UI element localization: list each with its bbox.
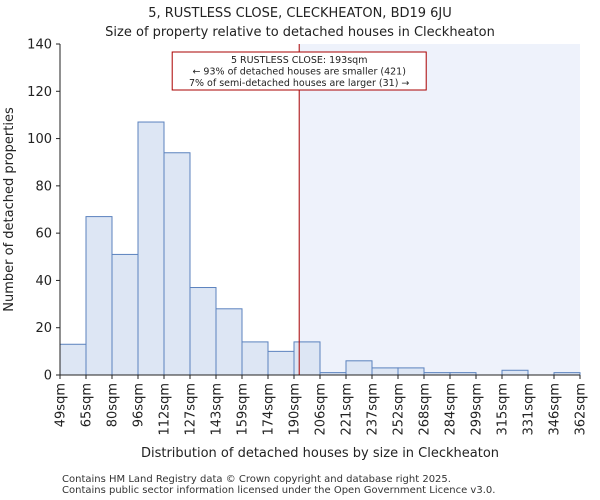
x-tick-label: 127sqm (184, 383, 199, 436)
bar-315sqm (501, 369, 529, 376)
y-tick-label: 0 (44, 369, 52, 384)
x-tick-label: 237sqm (366, 383, 381, 436)
annotation-line-2: ← 93% of detached houses are smaller (42… (192, 67, 405, 78)
x-tick-label: 268sqm (418, 383, 433, 436)
x-tick-label: 331sqm (522, 383, 537, 436)
chart-subtitle: Size of property relative to detached ho… (105, 25, 495, 40)
y-tick-label: 60 (35, 227, 52, 242)
y-axis-ticks: 0 20 40 60 80 100 120 140 (27, 38, 60, 384)
y-axis-title: Number of detached properties (2, 107, 17, 312)
x-tick-label: 112sqm (158, 383, 173, 436)
annotation-line-1: 5 RUSTLESS CLOSE: 193sqm (231, 55, 368, 66)
bar-143sqm (215, 308, 243, 376)
x-tick-label: 299sqm (470, 383, 485, 436)
annotation-line-3: 7% of semi-detached houses are larger (3… (189, 78, 409, 89)
x-tick-label: 206sqm (314, 383, 329, 436)
bars-group (59, 121, 581, 376)
bar-237sqm (371, 367, 399, 376)
x-tick-label: 346sqm (548, 383, 563, 436)
y-tick-label: 100 (27, 132, 52, 147)
x-tick-label: 49sqm (54, 383, 69, 427)
marker-annotation: 5 RUSTLESS CLOSE: 193sqm ← 93% of detach… (171, 51, 427, 91)
x-tick-label: 190sqm (288, 383, 303, 436)
x-tick-label: 284sqm (444, 383, 459, 436)
bar-174sqm (267, 350, 295, 376)
x-tick-label: 143sqm (210, 383, 225, 436)
x-tick-label: 315sqm (496, 383, 511, 436)
x-axis-ticks: 49sqm 65sqm 80sqm 96sqm 112sqm 127sqm 143sqm 15… (54, 375, 589, 436)
x-tick-label: 252sqm (392, 383, 407, 436)
chart-title: 5, RUSTLESS CLOSE, CLECKHEATON, BD19 6JU (148, 6, 452, 21)
bar-112sqm (163, 152, 191, 376)
x-tick-label: 362sqm (574, 383, 589, 436)
bar-127sqm (189, 287, 217, 376)
x-tick-label: 221sqm (340, 383, 355, 436)
bar-159sqm (241, 341, 269, 376)
bar-96sqm (137, 121, 165, 376)
x-tick-label: 65sqm (80, 383, 95, 427)
x-axis-title: Distribution of detached houses by size … (141, 446, 499, 461)
chart-title-block: 5, RUSTLESS CLOSE, CLECKHEATON, BD19 6JU… (0, 4, 600, 42)
x-tick-label: 80sqm (106, 383, 121, 427)
bar-190sqm (293, 341, 321, 376)
y-tick-label: 40 (35, 274, 52, 289)
larger-than-property-region (299, 44, 580, 375)
bar-65sqm (85, 216, 113, 376)
footer-line-2: Contains public sector information licen… (62, 485, 496, 496)
footer-credits: Contains HM Land Registry data © Crown c… (62, 474, 495, 496)
annotation-box (171, 51, 427, 91)
y-tick-label: 120 (27, 85, 52, 100)
bar-252sqm (397, 367, 425, 376)
y-tick-label: 140 (27, 38, 52, 53)
x-tick-label: 174sqm (262, 383, 277, 436)
y-tick-label: 80 (35, 179, 52, 194)
bar-221sqm (345, 360, 373, 376)
x-tick-label: 96sqm (132, 383, 147, 427)
y-tick-label: 20 (35, 321, 52, 336)
bar-49sqm (59, 343, 87, 376)
footer-line-1: Contains HM Land Registry data © Crown c… (62, 474, 451, 485)
bar-80sqm (111, 253, 139, 376)
x-tick-label: 159sqm (236, 383, 251, 436)
